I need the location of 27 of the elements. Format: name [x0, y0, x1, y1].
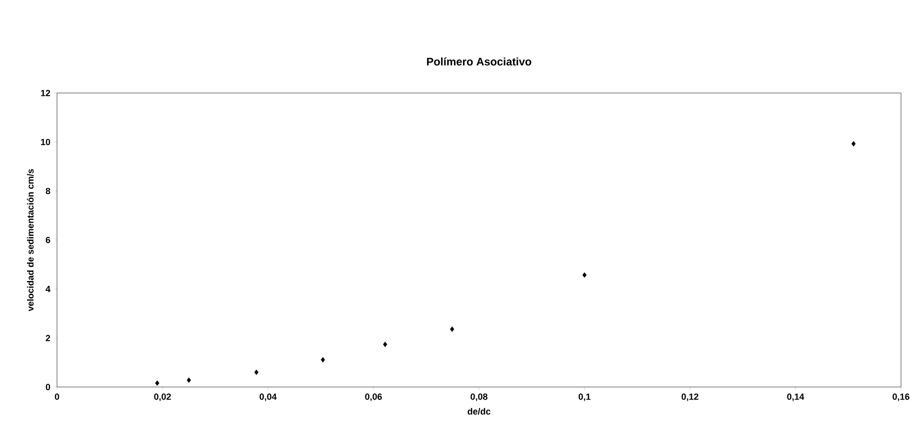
point	[582, 272, 587, 278]
x-tick-label: 0,08	[470, 394, 488, 402]
y-tick-label: 2	[46, 334, 50, 342]
point	[320, 357, 325, 363]
x-tick-label: 0,16	[892, 394, 910, 402]
y-tick-label: 0	[46, 384, 50, 390]
point	[383, 342, 388, 348]
point	[155, 380, 160, 386]
point	[254, 370, 258, 375]
x-tick-label: 0,1	[578, 394, 590, 402]
x-axis-title: de/dc	[468, 408, 490, 415]
y-tick-label: 10	[41, 138, 50, 146]
y-tick-label: 4	[46, 286, 50, 292]
y-axis-title: velocidad de sedimentación cm/s	[26, 169, 34, 312]
y-tick-label: 8	[46, 188, 50, 194]
point	[851, 141, 856, 146]
y-tick-label: 12	[41, 90, 50, 96]
y-tick-label: 6	[46, 236, 50, 244]
chart-title: Polímero Asociativo	[427, 57, 532, 66]
x-tick-label: 0,06	[365, 394, 382, 402]
x-tick-label: 0	[54, 394, 60, 400]
x-tick-label: 0,12	[682, 394, 698, 402]
x-tick-label: 0,04	[260, 394, 277, 402]
x-tick-label: 0,02	[154, 394, 171, 402]
x-tick-label: 0,14	[787, 394, 804, 402]
point	[186, 377, 191, 383]
point	[450, 326, 454, 332]
